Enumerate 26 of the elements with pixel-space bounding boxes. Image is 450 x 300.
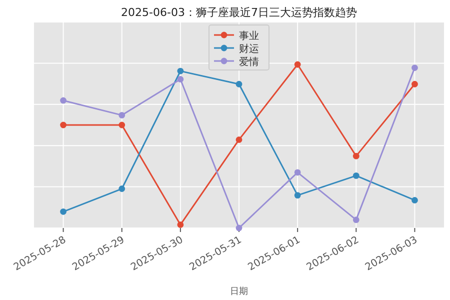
point	[60, 208, 66, 215]
point	[236, 224, 242, 232]
point	[177, 76, 184, 82]
x-axis-title: 日期	[230, 286, 248, 297]
point	[118, 112, 126, 118]
point	[352, 172, 360, 179]
point	[118, 122, 126, 128]
point	[118, 186, 126, 192]
point	[60, 122, 66, 128]
point	[236, 136, 242, 143]
legend-label: 事业	[239, 30, 259, 42]
point	[412, 197, 418, 204]
point	[294, 169, 301, 176]
point	[177, 68, 184, 74]
point	[412, 64, 418, 71]
point	[236, 80, 242, 88]
point	[412, 80, 418, 88]
chart-title: 2025-06-03：狮子座最近7日三大运势指数趋势	[121, 6, 357, 19]
point	[352, 216, 360, 224]
point	[60, 97, 66, 104]
point	[177, 222, 184, 228]
legend-label: 财运	[239, 43, 259, 55]
point	[294, 61, 301, 68]
point	[352, 152, 360, 160]
point	[294, 192, 301, 198]
legend-label: 爱情	[239, 56, 259, 68]
